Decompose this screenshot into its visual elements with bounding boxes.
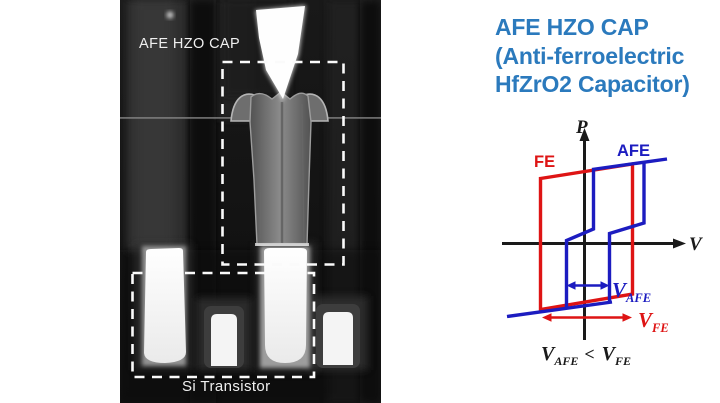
afe-series-label: AFE <box>617 142 650 160</box>
micrograph-transistor-label: Si Transistor <box>182 378 271 395</box>
x-axis-label: V <box>689 234 703 255</box>
v-fe-arrow <box>542 313 632 322</box>
fe-series-label: FE <box>534 153 555 171</box>
center-contact-pillar <box>264 248 307 363</box>
afe-lower-saturation <box>506 300 613 319</box>
left-contact-pillar <box>144 248 186 363</box>
v-afe-arrow <box>566 281 610 290</box>
small-contact-2 <box>323 312 353 365</box>
panel-title: AFE HZO CAP (Anti-ferroelectric HfZrO2 C… <box>495 13 690 99</box>
title-line-1: AFE HZO CAP <box>495 14 649 40</box>
afe-curve <box>506 157 668 319</box>
pv-hysteresis-chart: FE AFE P V VAFE VFE VAFE < VFE <box>502 117 703 368</box>
small-contact-1 <box>211 314 237 366</box>
top-contact <box>255 5 306 101</box>
capacitor-stem <box>249 91 312 246</box>
relation-formula: VAFE < VFE <box>541 343 631 368</box>
afe-right-branch <box>607 162 646 303</box>
afe-cap-dashed-box <box>221 60 345 266</box>
tem-micrograph: AFE HZO CAP Si Transistor <box>120 0 381 403</box>
micrograph-art <box>120 0 381 403</box>
micrograph-cap-label: AFE HZO CAP <box>139 36 241 52</box>
afe-capacitor-pillar <box>230 91 329 246</box>
title-line-3: HfZrO2 Capacitor) <box>495 71 690 97</box>
si-transistor-dashed-box <box>131 271 316 379</box>
title-line-2: (Anti-ferroelectric <box>495 42 685 69</box>
bottom-contacts <box>142 246 360 368</box>
v-fe-label: VFE <box>638 308 669 335</box>
afe-upper-saturation <box>591 157 668 172</box>
x-axis-arrowhead <box>673 238 686 249</box>
v-afe-label: VAFE <box>612 278 651 305</box>
y-axis-label: P <box>575 117 588 138</box>
afe-left-branch <box>564 169 596 309</box>
bright-speck <box>166 11 174 19</box>
y-axis-arrowhead <box>579 128 590 141</box>
